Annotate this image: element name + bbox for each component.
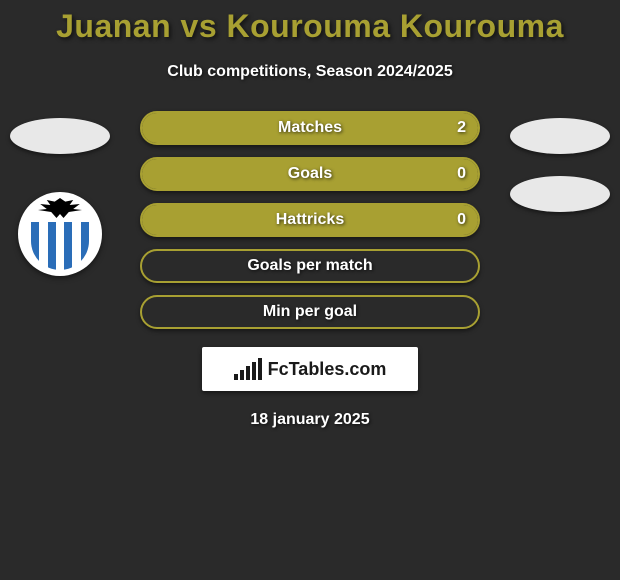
stat-label: Matches: [278, 119, 342, 137]
stat-label: Goals: [288, 165, 332, 183]
subtitle: Club competitions, Season 2024/2025: [0, 63, 620, 81]
footer-brand-text: FcTables.com: [268, 359, 387, 380]
stat-bar: Matches 2: [140, 111, 480, 145]
generated-date: 18 january 2025: [0, 411, 620, 429]
right-avatar-column: [510, 118, 610, 212]
stat-label: Goals per match: [247, 257, 372, 275]
stat-value-right: 0: [457, 165, 466, 183]
club-stripes: [31, 222, 89, 270]
footer-brand-badge: FcTables.com: [202, 347, 418, 391]
stat-bar: Min per goal: [140, 295, 480, 329]
stat-label: Min per goal: [263, 303, 357, 321]
left-avatar-column: [10, 118, 110, 276]
stat-label: Hattricks: [276, 211, 344, 229]
stat-bar: Goals per match: [140, 249, 480, 283]
page-title: Juanan vs Kourouma Kourouma: [0, 0, 620, 45]
stat-value-right: 0: [457, 211, 466, 229]
club-badge-left: [18, 192, 102, 276]
player-right-avatar-placeholder: [510, 118, 610, 154]
stat-value-right: 2: [457, 119, 466, 137]
bar-chart-icon: [234, 358, 262, 380]
stat-bar: Hattricks 0: [140, 203, 480, 237]
bat-icon: [38, 198, 82, 218]
club-right-avatar-placeholder: [510, 176, 610, 212]
stat-bar: Goals 0: [140, 157, 480, 191]
player-left-avatar-placeholder: [10, 118, 110, 154]
